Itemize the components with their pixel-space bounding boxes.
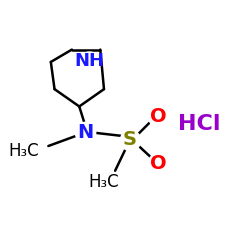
Text: NH: NH [74, 52, 104, 70]
Text: N: N [77, 123, 94, 142]
Text: H₃C: H₃C [8, 142, 39, 160]
Text: O: O [150, 107, 167, 126]
Text: HCl: HCl [178, 114, 220, 134]
Text: H₃C: H₃C [89, 173, 119, 191]
Text: S: S [123, 130, 137, 149]
Text: O: O [150, 154, 167, 173]
